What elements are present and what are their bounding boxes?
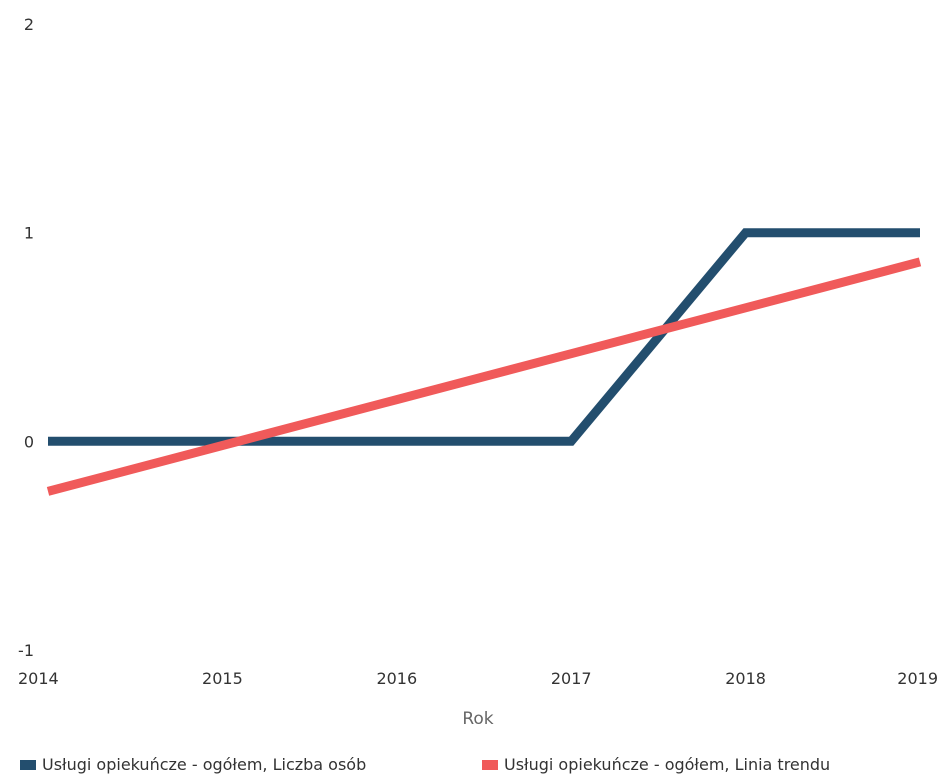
x-tick-label: 2018 [725,669,766,688]
data-point [48,441,49,442]
series-line-1 [48,228,920,446]
legend-swatch [482,760,498,770]
legend-swatch [20,760,36,770]
legend-label: Usługi opiekuńcze - ogółem, Linia trendu [504,755,830,774]
data-point [48,491,49,492]
data-point [396,399,397,400]
data-point [222,445,223,446]
y-tick-label: -1 [18,641,34,660]
x-tick-label: 2014 [18,669,59,688]
y-tick-label: 2 [24,15,34,34]
data-point [920,232,921,233]
legend-item: Usługi opiekuńcze - ogółem, Linia trendu [482,755,830,774]
data-point [396,441,397,442]
x-tick-label: 2019 [897,669,938,688]
x-tick-label: 2016 [376,669,417,688]
y-axis-ticks: 2 1 0 -1 [18,15,34,660]
legend-item: Usługi opiekuńcze - ogółem, Liczba osób [20,755,366,774]
data-point [571,353,572,354]
y-tick-label: 0 [24,432,34,451]
y-tick-label: 1 [24,224,34,243]
data-point [920,261,921,262]
x-tick-label: 2015 [202,669,243,688]
legend-label: Usługi opiekuńcze - ogółem, Liczba osób [42,755,366,774]
x-axis-title: Rok [462,709,493,729]
x-tick-label: 2017 [551,669,592,688]
data-point [745,307,746,308]
data-point [571,441,572,442]
data-point [745,232,746,233]
series-layer [46,228,922,496]
x-axis-ticks: 2014 2015 2016 2017 2018 2019 [18,669,938,688]
series-line-2 [46,257,922,496]
legend: Usługi opiekuńcze - ogółem, Liczba osób U… [20,755,830,774]
